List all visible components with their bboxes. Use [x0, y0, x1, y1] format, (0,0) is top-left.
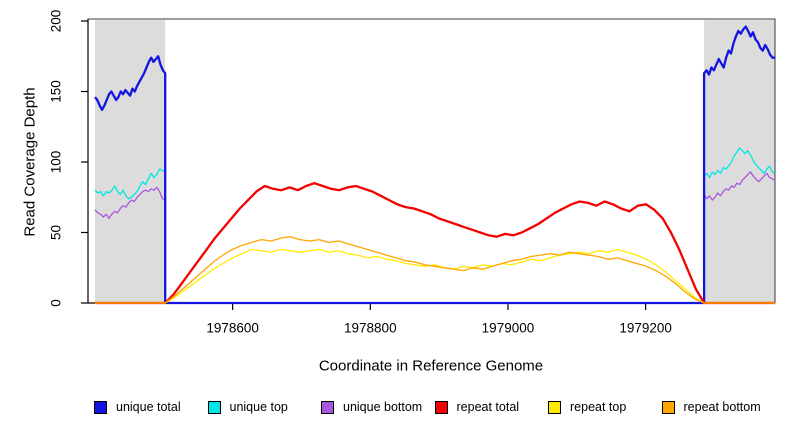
legend-swatch-repeat-top	[548, 401, 561, 414]
x-axis-title: Coordinate in Reference Genome	[318, 357, 544, 375]
series-line-repeat-top	[95, 248, 775, 304]
x-tick-label: 1978600	[206, 321, 259, 336]
legend-label-repeat-top: repeat top	[570, 400, 627, 414]
y-tick-label: 0	[49, 299, 64, 307]
legend-item-unique-bottom: unique bottom	[313, 401, 427, 414]
legend-item-repeat-bottom: repeat bottom	[654, 401, 768, 414]
y-tick-label: 200	[49, 10, 64, 33]
x-tick-label: 1979000	[482, 321, 535, 336]
legend-item-repeat-total: repeat total	[427, 401, 541, 414]
legend-label-repeat-total: repeat total	[456, 400, 520, 414]
x-tick-label: 1978800	[344, 321, 397, 336]
y-tick-label: 50	[49, 225, 64, 240]
y-tick-label: 100	[49, 151, 64, 174]
legend-label-unique-top: unique top	[229, 400, 288, 414]
legend-label-unique-bottom: unique bottom	[343, 400, 423, 414]
legend-swatch-unique-top	[207, 401, 221, 414]
shaded-region-right-flank	[704, 20, 775, 303]
y-tick-label: 150	[49, 80, 64, 103]
legend-item-unique-total: unique total	[86, 401, 200, 414]
x-tick-label: 1979200	[619, 321, 672, 336]
legend-swatch-unique-total	[94, 401, 107, 414]
legend-label-repeat-bottom: repeat bottom	[683, 400, 761, 414]
legend-swatch-repeat-bottom	[661, 401, 675, 414]
series-line-unique-top	[94, 147, 776, 304]
series-line-repeat-total	[95, 182, 775, 305]
legend-label-unique-total: unique total	[116, 400, 181, 414]
series-line-repeat-bottom	[95, 236, 775, 304]
shaded-region-left-flank	[95, 20, 166, 303]
y-axis-title: Read Coverage Depth	[21, 87, 39, 237]
legend-item-unique-top: unique top	[200, 401, 314, 414]
legend-item-repeat-top: repeat top	[540, 401, 654, 414]
legend-swatch-repeat-total	[434, 401, 448, 414]
legend-swatch-unique-bottom	[321, 401, 334, 414]
plot-box	[87, 18, 776, 304]
legend: unique total unique top unique bottom repea…	[86, 401, 776, 414]
